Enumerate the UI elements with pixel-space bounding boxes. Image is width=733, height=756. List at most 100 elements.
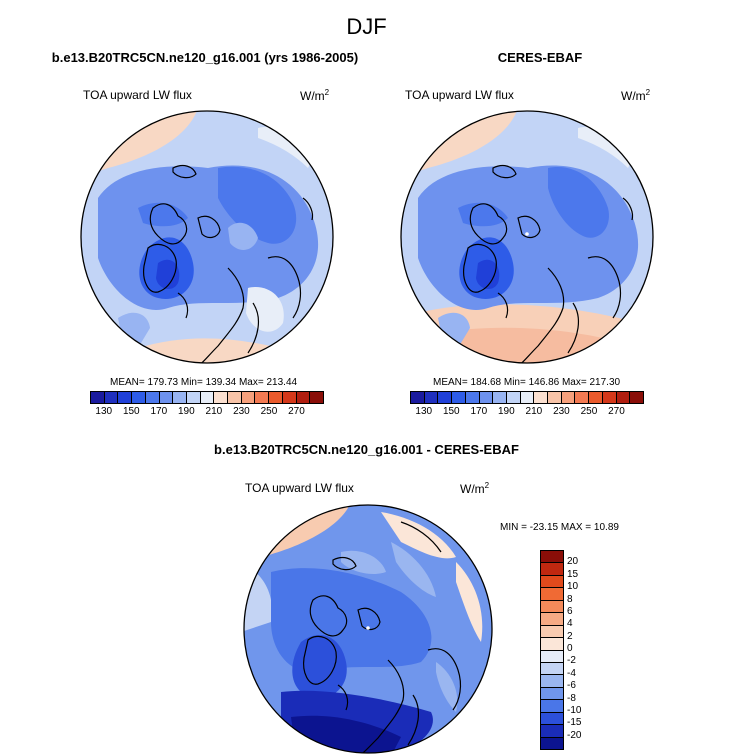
panel-1-colorbar-tick-label: 170 [150,406,168,417]
panel-2-colorbar-labels: 130 150 170 190 210 230 250 270 [410,406,644,420]
panel-3-colorbar-swatch [541,563,563,576]
panel-3-colorbar-tick-label: 8 [567,593,573,605]
panel-1-colorbar-tick-label: 130 [95,406,113,417]
panel-2-colorbar-swatch [534,392,549,403]
panel-2-variable: TOA upward LW flux [405,88,514,102]
panel-2-colorbar-swatch [465,392,480,403]
panel-3-colorbar-tick-label: 4 [567,618,573,630]
panel-3-colorbar-tick-label: 10 [567,581,579,593]
panel-3-colorbar-swatch [541,737,563,749]
panel-3-colorbar [540,550,564,750]
panel-2-colorbar-swatch [506,392,521,403]
panel-2-colorbar-tick-label: 190 [498,406,515,417]
panel-3-colorbar-swatch [541,650,563,663]
panel-2-colorbar-swatch [424,392,439,403]
panel-1-colorbar-tick-label: 150 [122,406,140,417]
panel-2-colorbar [410,391,644,404]
panel-1-colorbar-swatch [186,392,201,403]
panel-2-colorbar-swatch [561,392,576,403]
panel-1-stats: MEAN= 179.73 Min= 139.34 Max= 213.44 [110,377,298,388]
panel-1-colorbar-tick-label: 230 [233,406,250,417]
panel-2-stats: MEAN= 184.68 Min= 146.86 Max= 217.30 [433,377,621,388]
panel-3-colorbar-swatch [541,613,563,626]
panel-3-colorbar-tick-label: -2 [567,655,576,667]
panel-1-colorbar-swatch [91,392,105,403]
panel-1-colorbar-tick-label: 210 [205,406,223,417]
panel-3-colorbar-tick-label: -4 [567,667,576,679]
panel-3-title: b.e13.B20TRC5CN.ne120_g16.001 - CERES-EB… [214,442,519,457]
panel-2-polar-map [400,110,654,364]
panel-2-colorbar-tick-label: 130 [415,406,433,417]
panel-2-colorbar-swatch [520,392,535,403]
panel-2-colorbar-swatch [548,392,562,403]
main-title: DJF [346,14,387,39]
panel-3-units: W/m2 [460,481,490,496]
panel-1-colorbar-swatch [269,392,283,403]
panel-2-colorbar-tick-label: 170 [470,406,488,417]
panel-3-colorbar-swatch [541,625,563,639]
panel-1-colorbar [90,391,324,404]
panel-3-colorbar-tick-label: 15 [567,568,579,580]
panel-2-colorbar-swatch [479,392,494,403]
panel-3-colorbar-swatch [541,725,563,738]
panel-3-colorbar-tick-label: -10 [567,704,582,716]
panel-3-colorbar-tick-label: -6 [567,680,576,692]
panel-1-colorbar-swatch [241,392,256,403]
panel-1-colorbar-swatch [296,392,311,403]
panel-3-stats: MIN = -23.15 MAX = 10.89 [500,522,619,533]
panel-1-colorbar-swatch [282,392,297,403]
panel-3-polar-map [243,504,493,754]
panel-3-colorbar-tick-label: -20 [567,729,582,741]
panel-3-colorbar-tick-label: -8 [567,692,576,704]
panel-1-colorbar-swatch [159,392,174,403]
panel-2-colorbar-tick-label: 250 [580,406,598,417]
panel-3-colorbar-tick-label: 6 [567,605,573,617]
panel-3-colorbar-swatch [541,588,563,601]
panel-3-colorbar-tick-label: 2 [567,630,573,642]
panel-1-colorbar-tick-label: 270 [288,406,305,417]
panel-1-title: b.e13.B20TRC5CN.ne120_g16.001 (yrs 1986-… [51,50,359,65]
panel-2-colorbar-swatch [411,392,425,403]
panel-1-variable: TOA upward LW flux [83,88,192,102]
panel-2-colorbar-swatch [452,392,466,403]
panel-3-variable: TOA upward LW flux [245,481,354,495]
panel-1-colorbar-swatch [200,392,215,403]
panel-2-colorbar-swatch [438,392,453,403]
panel-1-colorbar-swatch [118,392,133,403]
panel-2-colorbar-tick-label: 270 [608,406,625,417]
panel-3-colorbar-swatch [541,600,563,614]
panel-3-colorbar-tick-label: 0 [567,643,573,654]
panel-2-units: W/m2 [621,88,651,103]
panel-3-colorbar-swatch [541,638,563,651]
panel-3-colorbar-swatch [541,662,563,676]
panel-2-colorbar-swatch [630,392,643,403]
panel-2-colorbar-swatch [493,392,507,403]
panel-2-colorbar-swatch [616,392,631,403]
panel-3-colorbar-swatch [541,575,563,589]
panel-2-title: CERES-EBAF [497,50,583,65]
panel-3-colorbar-tick-label: -15 [567,717,582,729]
panel-2-colorbar-tick-label: 230 [553,406,570,417]
panel-3-colorbar-swatch [541,687,563,701]
panel-1-units: W/m2 [300,88,330,103]
panel-2-colorbar-swatch [602,392,617,403]
panel-3-colorbar-swatch [541,712,563,726]
panel-3-colorbar-swatch [541,675,563,688]
panel-1-polar-map [80,110,334,364]
panel-2-colorbar-swatch [589,392,603,403]
panel-2-colorbar-tick-label: 150 [442,406,460,417]
panel-1-colorbar-swatch [255,392,270,403]
panel-1-colorbar-swatch [145,392,160,403]
panel-1-colorbar-tick-label: 250 [260,406,278,417]
panel-1-colorbar-swatch [228,392,242,403]
panel-2-colorbar-swatch [575,392,590,403]
panel-1-colorbar-swatch [214,392,229,403]
panel-1-colorbar-labels: 130 150 170 190 210 230 250 270 [90,406,324,420]
panel-2-colorbar-tick-label: 210 [525,406,543,417]
panel-1-colorbar-swatch [132,392,146,403]
panel-1-colorbar-swatch [310,392,323,403]
panel-1-colorbar-tick-label: 190 [178,406,195,417]
panel-3-colorbar-labels: 20 15 10 8 6 4 2 0 -2 -4 -6 -8 -10 -15 -20 [567,550,607,748]
panel-1-colorbar-swatch [104,392,119,403]
panel-3-colorbar-swatch [541,551,563,564]
